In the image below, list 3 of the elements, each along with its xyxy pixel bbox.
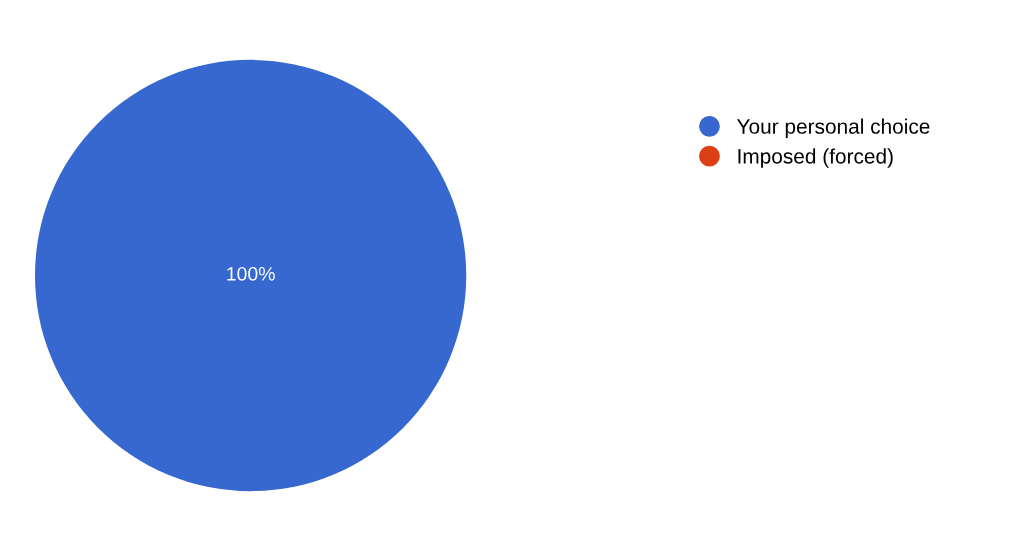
legend-label: Imposed (forced) bbox=[738, 148, 893, 168]
data-label: 100% bbox=[227, 266, 275, 281]
legend-label: Your personal choice bbox=[737, 118, 930, 138]
